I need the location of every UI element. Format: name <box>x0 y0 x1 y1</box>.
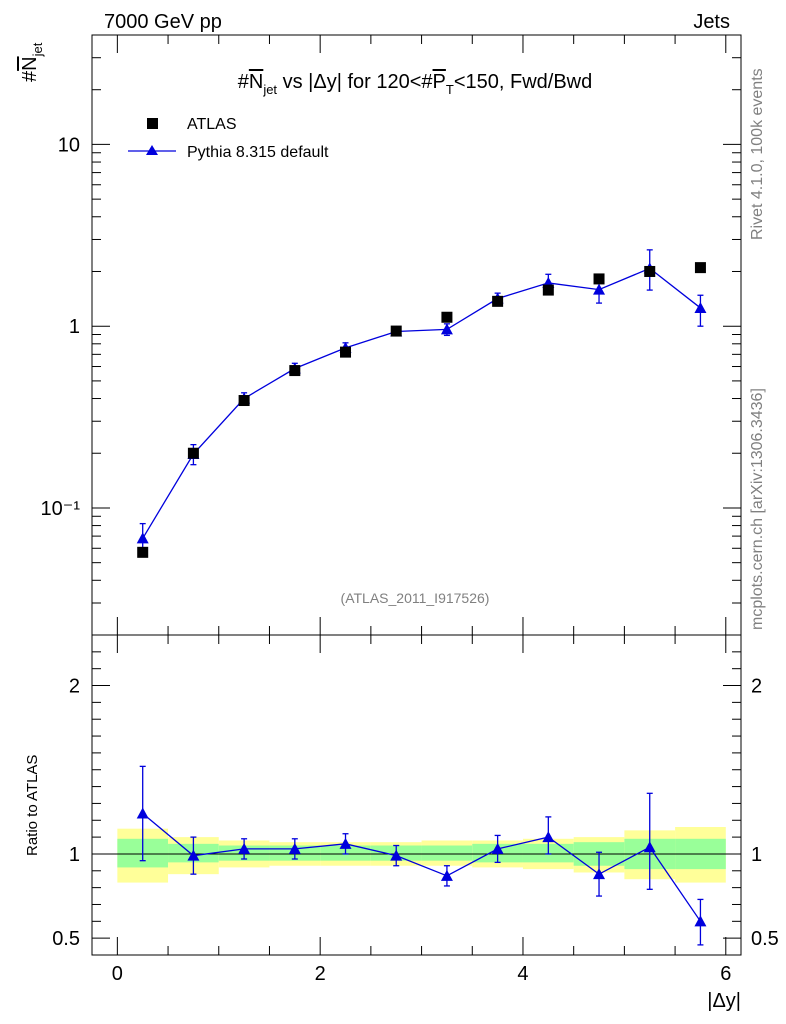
analysis-tag: (ATLAS_2011_I917526) <box>341 590 490 606</box>
ratio-point <box>643 841 656 853</box>
pythia-point <box>593 283 606 295</box>
ratio-point <box>238 842 251 854</box>
title-n-symbol: N <box>249 71 263 93</box>
energy-label: 7000 GeV pp <box>104 11 222 33</box>
ratio-plot-frame <box>91 634 742 956</box>
ratio-point <box>339 837 352 849</box>
y-tick-label: 1 <box>69 316 80 338</box>
ratio-point <box>694 915 707 927</box>
mcplots-label: mcplots.cern.ch [arXiv:1306.3436] <box>749 388 766 630</box>
ratio-point <box>440 869 453 881</box>
atlas-point <box>340 346 352 358</box>
legend-pythia-marker <box>146 145 158 155</box>
ratio-y-tick-label-right: 0.5 <box>751 928 779 950</box>
ratio-point <box>136 807 149 819</box>
ratio-y-tick-label: 2 <box>69 676 80 698</box>
ratio-y-tick-label-right: 1 <box>751 844 762 866</box>
y-axis-label: #Njet <box>19 42 45 82</box>
atlas-point <box>187 447 199 459</box>
chart-title: #Njet vs |Δy| for 120<#PT<150, Fwd/Bwd <box>238 71 593 97</box>
legend: ATLAS Pythia 8.315 default <box>128 116 329 161</box>
category-label: Jets <box>693 11 730 33</box>
x-tick-label: 4 <box>517 963 528 985</box>
atlas-point <box>441 311 453 323</box>
atlas-point <box>390 325 402 337</box>
x-tick-label: 2 <box>315 963 326 985</box>
atlas-point <box>542 284 554 296</box>
legend-atlas-label: ATLAS <box>187 116 237 133</box>
atlas-point <box>289 365 301 377</box>
pythia-point <box>440 323 453 335</box>
x-axis-label: |Δy| <box>707 990 741 1012</box>
atlas-point <box>644 265 656 277</box>
ratio-line <box>142 813 701 922</box>
y-tick-label: 10⁻¹ <box>41 498 81 520</box>
pythia-point <box>136 532 149 544</box>
pythia-point <box>694 301 707 313</box>
ratio-point <box>187 849 200 861</box>
ratio-y-tick-label-right: 2 <box>751 676 762 698</box>
ratio-point <box>593 868 606 880</box>
pythia-line <box>142 267 701 539</box>
ratio-point <box>390 849 403 861</box>
ratio-y-tick-label: 0.5 <box>52 928 80 950</box>
main-axis-ticks: 10⁻¹ 1 10 <box>41 34 741 636</box>
ratio-point <box>491 842 504 854</box>
atlas-point <box>492 295 504 307</box>
ratio-point <box>288 842 301 854</box>
atlas-point <box>238 395 250 407</box>
legend-pythia-label: Pythia 8.315 default <box>187 144 329 161</box>
rivet-version-label: Rivet 4.1.0, 100k events <box>749 68 766 240</box>
ratio-y-axis-label: Ratio to ATLAS <box>24 755 41 856</box>
ratio-y-tick-label: 1 <box>69 844 80 866</box>
x-tick-label: 0 <box>112 963 123 985</box>
legend-atlas-marker <box>147 118 158 129</box>
ratio-axis-ticks: 0.5 0.5 1 1 2 2 0 2 4 6 <box>52 634 779 985</box>
pythia-series-main <box>136 249 707 555</box>
ratio-point <box>542 831 555 843</box>
atlas-series-main <box>137 262 706 558</box>
ratio-band-green <box>421 845 473 861</box>
atlas-point <box>593 273 605 285</box>
pythia-series-ratio <box>136 765 707 946</box>
atlas-point <box>137 546 149 558</box>
atlas-point <box>694 262 706 274</box>
x-tick-label: 6 <box>720 963 731 985</box>
y-tick-label: 10 <box>58 134 80 156</box>
